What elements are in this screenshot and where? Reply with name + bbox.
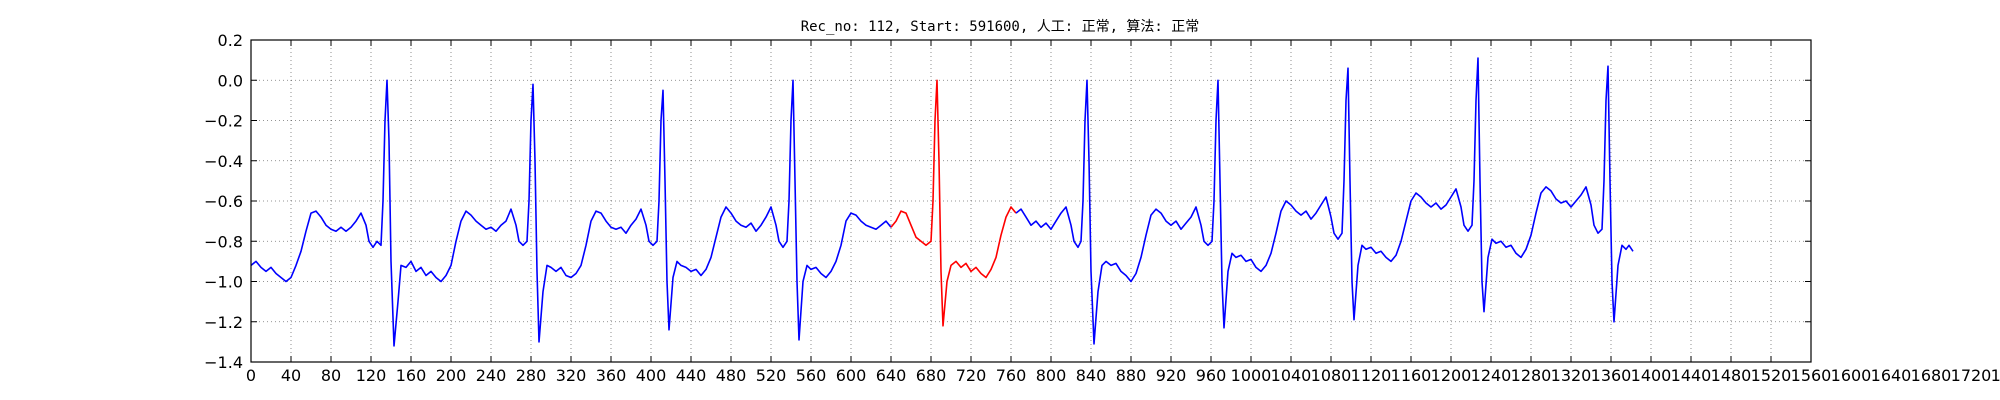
x-tick-label: 1680 — [1911, 366, 1952, 385]
x-tick-label: 520 — [756, 366, 787, 385]
y-axis: 0.2 0.0 −0.2 −0.4 −0.6 −0.8 −1.0 −1.2 −1.4 — [204, 31, 1811, 372]
y-tick-label: 0.2 — [218, 31, 243, 50]
x-tick-label: 1640 — [1871, 366, 1912, 385]
x-tick-label: 920 — [1156, 366, 1187, 385]
x-tick-label: 600 — [836, 366, 867, 385]
series-line — [250, 79, 892, 347]
x-tick-label: 120 — [356, 366, 387, 385]
x-tick-label: 800 — [1036, 366, 1067, 385]
x-tick-label: 280 — [516, 366, 547, 385]
y-tick-label: −0.6 — [204, 192, 243, 211]
x-tick-label: 760 — [996, 366, 1027, 385]
x-tick-label: 160 — [396, 366, 427, 385]
x-tick-label: 480 — [716, 366, 747, 385]
y-tick-label: −1.2 — [204, 313, 243, 332]
x-tick-label: 1520 — [1751, 366, 1792, 385]
x-tick-label: 440 — [676, 366, 707, 385]
series-group — [250, 57, 1634, 347]
x-tick-label: 400 — [636, 366, 667, 385]
x-tick-label: 1000 — [1231, 366, 1272, 385]
x-tick-label: 1600 — [1831, 366, 1872, 385]
series-line — [1015, 57, 1634, 345]
y-tick-label: −1.4 — [204, 353, 243, 372]
x-tick-label: 1160 — [1391, 366, 1432, 385]
x-tick-label: 640 — [876, 366, 907, 385]
x-tick-label: 1440 — [1671, 366, 1712, 385]
x-tick-label: 1040 — [1271, 366, 1312, 385]
grid — [250, 39, 1812, 363]
x-tick-label: 240 — [476, 366, 507, 385]
x-tick-label: 840 — [1076, 366, 1107, 385]
x-axis: 0 40 80 120 160 200 240 280 320 360 400 440 480 520 56… — [246, 40, 2000, 385]
x-tick-label: 1400 — [1631, 366, 1672, 385]
x-tick-label: 80 — [321, 366, 341, 385]
x-tick-label: 1360 — [1591, 366, 1632, 385]
y-tick-label: −0.2 — [204, 112, 243, 131]
x-tick-label: 1320 — [1551, 366, 1592, 385]
x-tick-label: 1200 — [1431, 366, 1472, 385]
x-tick-label: 680 — [916, 366, 947, 385]
y-tick-label: −0.8 — [204, 232, 243, 251]
x-tick-label: 40 — [281, 366, 301, 385]
x-tick-label: 0 — [246, 366, 256, 385]
y-tick-label: −0.4 — [204, 152, 243, 171]
x-tick-label: 1280 — [1511, 366, 1552, 385]
y-tick-label: −1.0 — [204, 273, 243, 292]
x-tick-label: 200 — [436, 366, 467, 385]
plot-frame — [250, 39, 1812, 363]
x-tick-label: 1240 — [1471, 366, 1512, 385]
series-line — [890, 79, 1017, 327]
x-tick-label: 360 — [596, 366, 627, 385]
y-tick-label: 0.0 — [218, 71, 243, 90]
x-tick-label: 1120 — [1351, 366, 1392, 385]
x-tick-label: 1760 — [1991, 366, 2000, 385]
x-tick-label: 1080 — [1311, 366, 1352, 385]
x-tick-label: 880 — [1116, 366, 1147, 385]
x-tick-label: 1480 — [1711, 366, 1752, 385]
x-tick-label: 720 — [956, 366, 987, 385]
x-tick-label: 1720 — [1951, 366, 1992, 385]
x-tick-label: 320 — [556, 366, 587, 385]
x-tick-label: 1560 — [1791, 366, 1832, 385]
x-tick-label: 960 — [1196, 366, 1227, 385]
x-tick-label: 560 — [796, 366, 827, 385]
chart-title: Rec_no: 112, Start: 591600, 人工: 正常, 算法: … — [801, 19, 1200, 35]
